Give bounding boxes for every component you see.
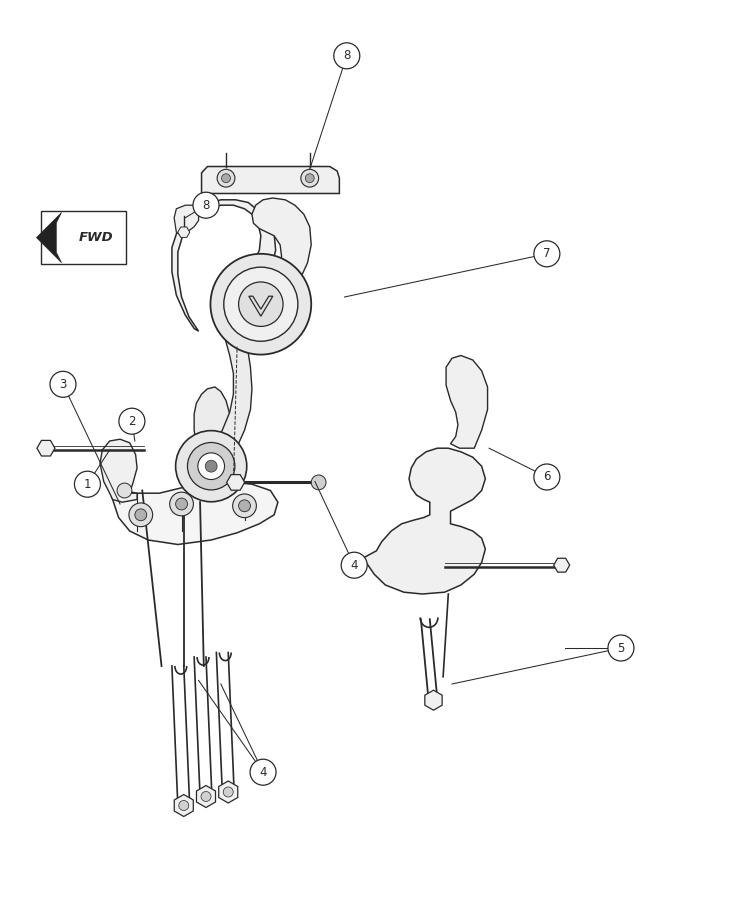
Circle shape (117, 483, 132, 498)
Circle shape (129, 503, 153, 526)
Circle shape (176, 430, 247, 502)
Text: 8: 8 (343, 50, 350, 62)
Text: 4: 4 (350, 559, 358, 572)
Polygon shape (178, 227, 190, 238)
Polygon shape (100, 439, 137, 502)
Text: 4: 4 (259, 766, 267, 778)
Circle shape (222, 174, 230, 183)
Circle shape (205, 460, 217, 473)
Circle shape (198, 453, 225, 480)
Polygon shape (174, 795, 193, 816)
Bar (41, 212, 126, 264)
Text: 1: 1 (84, 478, 91, 491)
Circle shape (224, 267, 298, 341)
Text: 5: 5 (617, 642, 625, 654)
Circle shape (217, 169, 235, 187)
Polygon shape (172, 200, 276, 331)
Circle shape (210, 254, 311, 355)
Polygon shape (193, 387, 231, 484)
Circle shape (176, 498, 187, 510)
Polygon shape (425, 690, 442, 710)
Polygon shape (202, 166, 339, 194)
Text: 2: 2 (128, 415, 136, 428)
Circle shape (239, 282, 283, 327)
Circle shape (608, 635, 634, 661)
Circle shape (119, 409, 145, 434)
Text: 7: 7 (543, 248, 551, 260)
Text: 6: 6 (543, 471, 551, 483)
Circle shape (50, 372, 76, 397)
Polygon shape (219, 781, 238, 803)
Polygon shape (110, 482, 278, 544)
Circle shape (250, 760, 276, 785)
Polygon shape (37, 440, 55, 456)
Polygon shape (446, 356, 488, 448)
Text: 8: 8 (202, 199, 210, 212)
Polygon shape (174, 205, 199, 236)
Circle shape (341, 553, 368, 578)
Circle shape (74, 472, 101, 497)
Circle shape (193, 193, 219, 218)
Polygon shape (363, 448, 485, 594)
Circle shape (534, 241, 560, 266)
Polygon shape (227, 474, 245, 490)
Circle shape (301, 169, 319, 187)
Polygon shape (554, 558, 570, 572)
Circle shape (135, 508, 147, 521)
Circle shape (305, 174, 314, 183)
Circle shape (534, 464, 560, 490)
Circle shape (201, 791, 211, 802)
Polygon shape (36, 212, 62, 263)
Polygon shape (202, 324, 252, 477)
Polygon shape (252, 198, 311, 331)
Text: 3: 3 (59, 378, 67, 391)
Circle shape (239, 500, 250, 512)
Circle shape (170, 492, 193, 516)
Circle shape (333, 43, 360, 68)
Circle shape (187, 443, 235, 490)
Text: FWD: FWD (79, 231, 113, 244)
Circle shape (223, 787, 233, 797)
Polygon shape (196, 786, 216, 807)
Circle shape (233, 494, 256, 518)
Circle shape (311, 475, 326, 490)
Circle shape (179, 800, 189, 811)
